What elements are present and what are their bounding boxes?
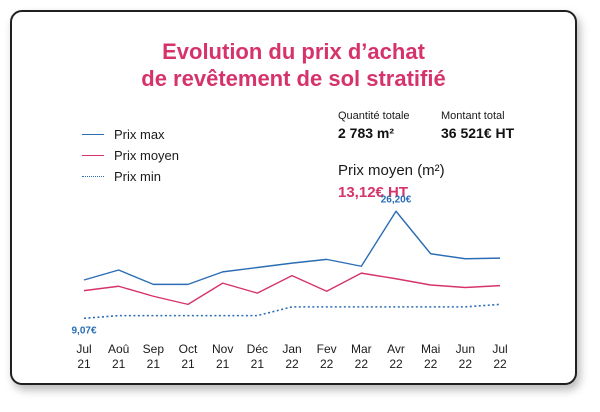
x-tick-month: Aoû [108,342,129,356]
chart-title-line-2: de revêtement de sol stratifié [141,66,446,91]
x-tick-month: Nov [212,342,233,356]
legend-swatch-avg [82,155,104,156]
x-tick-year: 21 [181,357,195,371]
x-tick-label: Sep 21 [143,342,165,371]
x-tick-year: 21 [112,357,126,371]
x-tick-label: Oct 21 [179,342,198,371]
x-tick-year: 22 [493,357,507,371]
legend-item-min: Prix min [82,166,179,187]
data-label-min-start: 9,07€ [71,325,96,336]
chart-card: Evolution du prix d’achat de revêtement … [10,10,577,385]
x-tick-year: 22 [355,357,369,371]
x-tick-month: Jul [492,342,507,356]
chart-title-line-1: Evolution du prix d’achat [162,39,425,64]
series-line-min [83,303,501,320]
x-tick-year: 22 [424,357,438,371]
x-tick-month: Déc [247,342,268,356]
x-tick-month: Fev [317,342,337,356]
legend-swatch-min [82,176,104,177]
x-tick-label: Mai 22 [421,342,440,371]
x-tick-label: Jun 22 [456,342,475,371]
x-tick-year: 21 [147,357,161,371]
x-tick-year: 21 [77,357,91,371]
x-tick-month: Jun [456,342,475,356]
x-tick-year: 22 [389,357,403,371]
avg-price-label: Prix moyen (m²) [338,162,445,179]
series-line-max [83,210,501,286]
series-line-avg [83,272,501,306]
chart-title: Evolution du prix d’achat de revêtement … [12,38,575,92]
x-tick-month: Avr [387,342,405,356]
x-tick-year: 22 [285,357,299,371]
plot-labels: 26,20€ 9,07€ [71,194,411,336]
x-tick-year: 21 [216,357,230,371]
amount-value: 36 521€ HT [441,125,515,141]
x-tick-month: Mai [421,342,440,356]
legend-item-max: Prix max [82,124,179,145]
x-tick-month: Sep [143,342,165,356]
x-tick-label: Mar 22 [351,342,372,371]
legend-label-avg: Prix moyen [114,148,180,163]
x-tick-year: 22 [459,357,473,371]
x-tick-label: Jan 22 [282,342,301,371]
x-tick-month: Oct [179,342,198,356]
x-tick-label: Déc 21 [247,342,268,371]
legend-label-min: Prix min [114,169,161,184]
chart-legend: Prix max Prix moyen Prix min [82,124,179,187]
x-tick-label: Aoû 21 [108,342,129,371]
x-tick-label: Jul 22 [492,342,507,371]
x-tick-month: Jul [76,342,91,356]
legend-swatch-max [82,134,104,135]
x-tick-label: Avr 22 [387,342,405,371]
amount-label: Montant total [441,110,505,122]
avg-price-value: 13,12€ HT [338,184,409,201]
data-label-max-peak: 26,20€ [381,194,412,205]
x-tick-month: Jan [282,342,301,356]
legend-item-avg: Prix moyen [82,145,179,166]
quantity-label: Quantité totale [338,110,410,122]
x-tick-year: 21 [251,357,265,371]
x-tick-month: Mar [351,342,372,356]
x-tick-label: Fev 22 [317,342,337,371]
quantity-value: 2 783 m² [338,125,395,141]
x-tick-label: Nov 21 [212,342,233,371]
x-tick-label: Jul 21 [76,342,91,371]
plot-lines [83,210,501,320]
legend-label-max: Prix max [114,127,165,142]
x-tick-year: 22 [320,357,334,371]
